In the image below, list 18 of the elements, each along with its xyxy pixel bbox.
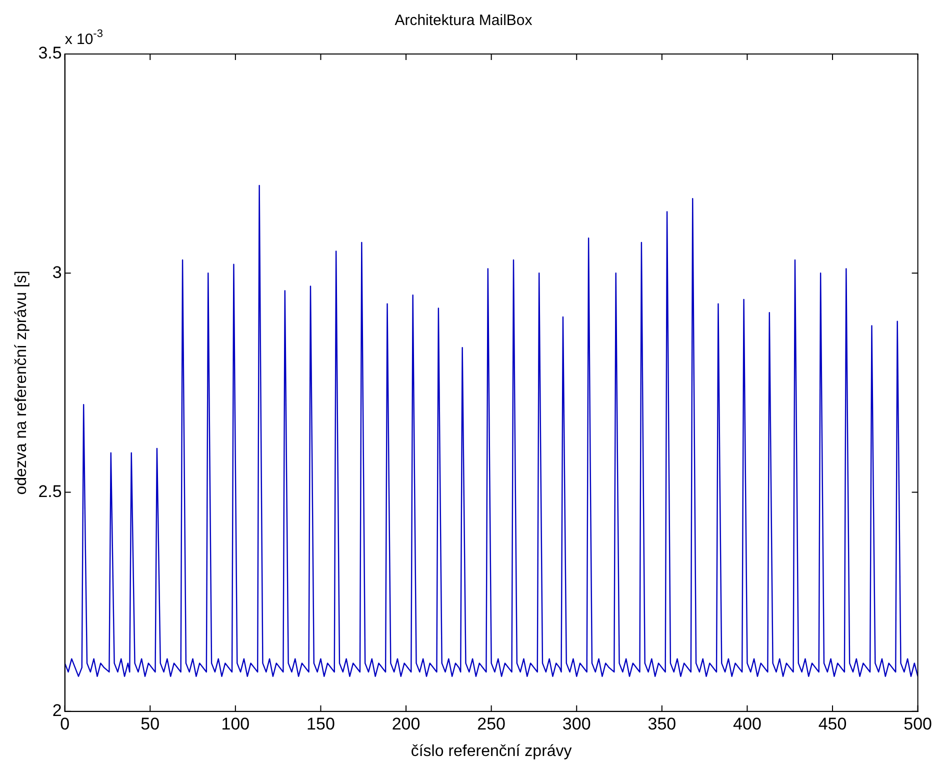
x-tick-label: 400 xyxy=(733,714,762,734)
x-tick-label: 200 xyxy=(392,714,420,734)
x-tick-label: 50 xyxy=(140,714,160,734)
x-tick-label: 350 xyxy=(648,714,676,734)
y-tick-label: 2.5 xyxy=(38,482,62,501)
y-axis-title: odezva na referenční zprávu [s] xyxy=(13,270,30,495)
x-tick-label: 300 xyxy=(562,714,591,734)
x-tick-label: 450 xyxy=(818,714,847,734)
y-tick-label: 2 xyxy=(52,701,62,720)
y-tick-label: 3.5 xyxy=(38,44,62,63)
x-tick-label: 250 xyxy=(477,714,506,734)
x-tick-label: 0 xyxy=(60,714,70,734)
x-tick-label: 100 xyxy=(221,714,250,734)
y-tick-label: 3 xyxy=(52,262,62,282)
chart-title: Architektura MailBox xyxy=(394,12,533,30)
x-axis-title: číslo referenční zprávy xyxy=(410,742,572,760)
x-tick-label: 500 xyxy=(904,714,932,734)
x-tick-label: 150 xyxy=(306,714,335,734)
